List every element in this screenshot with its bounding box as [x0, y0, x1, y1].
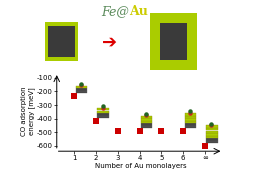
Point — [94, 119, 98, 122]
Point — [138, 129, 142, 132]
Bar — [98, 116, 109, 118]
Bar — [206, 138, 218, 141]
Bar — [141, 118, 152, 121]
Y-axis label: CO adsorption
energy [meV]: CO adsorption energy [meV] — [21, 87, 35, 136]
Bar — [98, 111, 109, 113]
FancyBboxPatch shape — [160, 23, 187, 60]
Bar — [206, 141, 218, 143]
Text: Fe@: Fe@ — [101, 5, 129, 18]
Bar — [206, 131, 218, 133]
Bar — [185, 118, 196, 121]
Bar — [185, 113, 196, 115]
Point — [72, 94, 76, 97]
Point — [116, 129, 120, 132]
Bar — [185, 121, 196, 123]
FancyBboxPatch shape — [45, 22, 78, 61]
Bar — [206, 125, 218, 128]
Bar — [141, 121, 152, 123]
Bar — [141, 116, 152, 118]
Bar — [141, 126, 152, 128]
Bar — [206, 133, 218, 136]
FancyBboxPatch shape — [48, 26, 75, 57]
Bar — [141, 123, 152, 126]
Text: Au: Au — [129, 5, 148, 18]
X-axis label: Number of Au monolayers: Number of Au monolayers — [95, 163, 187, 169]
Bar — [76, 86, 87, 88]
Point — [203, 144, 207, 147]
Text: ➔: ➔ — [102, 33, 117, 52]
Bar — [206, 136, 218, 138]
Bar — [206, 128, 218, 130]
Bar — [76, 91, 87, 93]
Bar — [185, 123, 196, 126]
Point — [159, 129, 163, 132]
Bar — [185, 126, 196, 128]
Point — [181, 129, 185, 132]
Bar — [76, 88, 87, 91]
Bar — [98, 108, 109, 111]
FancyBboxPatch shape — [142, 4, 205, 80]
Bar — [185, 116, 196, 118]
Bar — [98, 113, 109, 116]
